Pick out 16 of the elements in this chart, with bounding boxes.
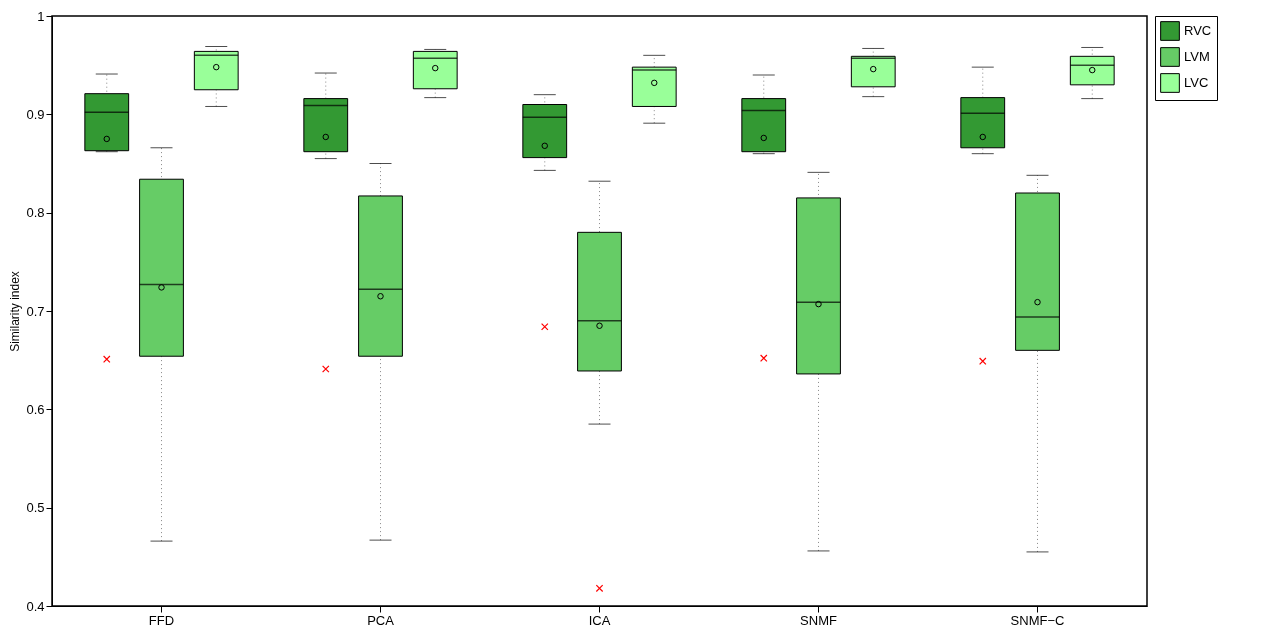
y-tick-label: 0.8 [26,205,45,221]
x-tick-label: FFD [148,612,175,628]
legend-label: LVC [1184,75,1209,90]
y-tick-label: 0.6 [26,401,45,417]
x-tick-label: SNMF−C [1010,612,1065,628]
legend-label: LVM [1184,49,1210,64]
y-tick-label: 1 [37,8,45,24]
y-tick-label: 0.7 [26,303,45,319]
y-tick-label: 0.4 [26,598,45,614]
x-tick-label: ICA [588,612,611,628]
x-tick-label: SNMF [800,612,837,628]
legend-label: RVC [1184,23,1212,38]
y-axis-title: Similarity index [8,271,23,352]
x-tick-label: PCA [367,612,395,628]
y-tick-label: 0.9 [26,106,45,122]
y-tick-label: 0.5 [26,500,45,516]
